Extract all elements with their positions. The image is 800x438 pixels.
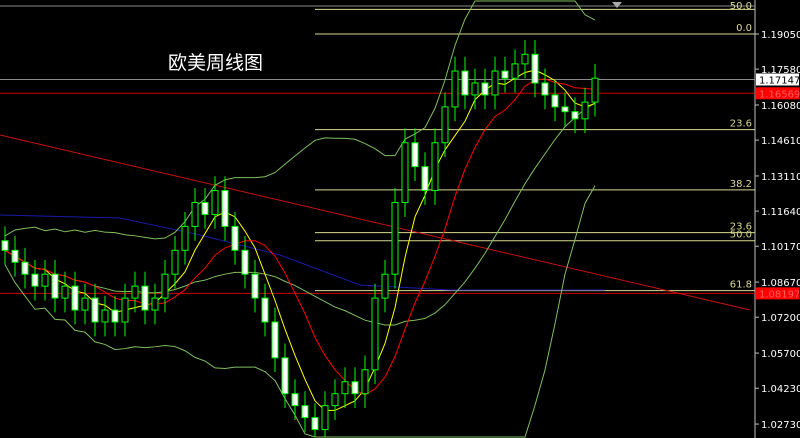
candle-body	[361, 369, 369, 395]
fib-level-label: 23.6	[730, 222, 752, 233]
candle-body	[11, 249, 19, 263]
price-label: 1.08197	[759, 289, 800, 300]
candle-body	[81, 297, 89, 311]
fib-level-label: 38.2	[730, 179, 752, 190]
fib-level-label: 50.0	[730, 230, 752, 241]
candle-body	[1, 240, 9, 251]
candle-body	[151, 297, 159, 311]
candle-body	[431, 142, 439, 192]
candle-body	[51, 273, 59, 299]
candle-body	[581, 101, 589, 120]
candle-body	[201, 201, 209, 215]
candle-body	[411, 142, 419, 168]
bollinger-upper	[4, 0, 596, 240]
candle-body	[351, 381, 359, 395]
candle-body	[301, 405, 309, 419]
candle-body	[281, 357, 289, 395]
candle-body	[401, 142, 409, 203]
candle-body	[371, 297, 379, 371]
shift-marker-icon	[612, 2, 622, 8]
candle-body	[21, 261, 29, 275]
y-tick-label: 1.07200	[761, 313, 800, 324]
candle-body	[381, 273, 389, 299]
candle-body	[441, 106, 449, 144]
candle-body	[191, 201, 199, 227]
candle-body	[561, 106, 569, 113]
y-tick-label: 1.04230	[761, 384, 800, 395]
candle-body	[501, 70, 509, 79]
fib-level-label: 23.6	[730, 119, 752, 130]
candle-body	[121, 297, 129, 323]
candle-body	[491, 70, 499, 96]
price-label-box	[756, 73, 799, 86]
candle-body	[591, 77, 599, 103]
candle-body	[551, 94, 559, 108]
candle-body	[101, 309, 109, 323]
candle-body	[531, 53, 539, 84]
fib-level-label: 50.0	[730, 1, 752, 12]
chart-title: 欧美周线图	[168, 52, 264, 74]
candle-body	[141, 285, 149, 311]
price-label: 1.17147	[759, 75, 800, 86]
y-tick-label: 1.14610	[761, 136, 800, 147]
y-tick-label: 1.16080	[761, 101, 800, 112]
candle-body	[331, 393, 339, 407]
y-tick-label: 1.19050	[761, 30, 800, 41]
candle-body	[311, 417, 319, 431]
price-label: 1.16569	[759, 89, 800, 100]
candle-body	[571, 111, 579, 120]
candle-body	[171, 249, 179, 275]
fib-level-label: 61.8	[730, 280, 752, 291]
price-label-box	[756, 87, 799, 100]
y-tick-label: 1.10170	[761, 242, 800, 253]
candle-body	[521, 53, 529, 65]
ma-slow	[4, 78, 596, 396]
candle-body	[161, 273, 169, 299]
candle-body	[271, 321, 279, 359]
candle-body	[131, 285, 139, 299]
candle-body	[111, 309, 119, 323]
candle-body	[321, 405, 329, 431]
candle-body	[71, 285, 79, 311]
price-label-box	[756, 287, 799, 300]
bollinger-lower	[4, 185, 596, 438]
candle-body	[91, 297, 99, 323]
candle-body	[41, 273, 49, 287]
candle-body	[31, 273, 39, 287]
candle-body	[461, 70, 469, 96]
y-tick-label: 1.02730	[761, 420, 800, 431]
candle-body	[241, 249, 249, 275]
candle-body	[451, 70, 459, 108]
candle-body	[261, 297, 269, 323]
candle-body	[341, 381, 349, 395]
candle-body	[541, 82, 549, 96]
y-tick-label: 1.08670	[761, 278, 800, 289]
candle-body	[211, 190, 219, 215]
y-tick-label: 1.17580	[761, 65, 800, 76]
candle-body	[481, 82, 489, 96]
fib-level-label: 0.0	[736, 23, 752, 34]
y-tick-label: 1.13110	[761, 172, 800, 183]
y-tick-label: 1.05700	[761, 349, 800, 360]
candle-body	[421, 166, 429, 192]
y-tick-label: 1.11640	[761, 207, 800, 218]
candle-body	[61, 285, 69, 299]
candle-body	[221, 190, 229, 227]
candle-body	[391, 201, 399, 275]
candle-body	[251, 273, 259, 299]
trendline	[0, 134, 751, 311]
candle-body	[231, 225, 239, 251]
bollinger-middle	[4, 102, 596, 326]
candle-body	[291, 393, 299, 407]
candle-body	[511, 63, 519, 79]
candle-body	[471, 82, 479, 96]
long-moving-average	[0, 214, 605, 291]
candle-body	[181, 225, 189, 251]
